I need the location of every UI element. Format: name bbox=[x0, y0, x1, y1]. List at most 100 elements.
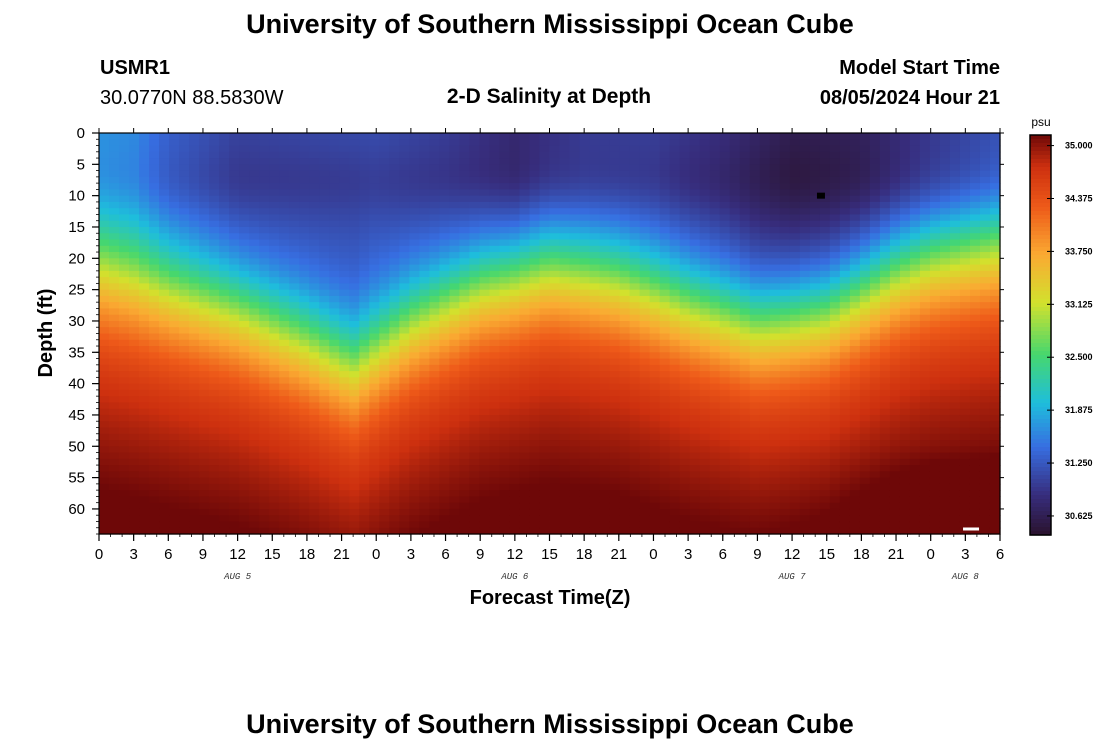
heatmap-cell bbox=[699, 358, 711, 366]
heatmap-cell bbox=[699, 339, 711, 347]
heatmap-cell bbox=[669, 245, 681, 253]
heatmap-cell bbox=[329, 333, 340, 341]
heatmap-cell bbox=[569, 346, 581, 353]
heatmap-cell bbox=[799, 283, 811, 291]
heatmap-cell bbox=[749, 277, 761, 284]
heatmap-cell bbox=[529, 508, 541, 516]
heatmap-cell bbox=[309, 158, 320, 165]
heatmap-cell bbox=[549, 414, 561, 422]
heatmap-cell bbox=[569, 433, 581, 441]
heatmap-cell bbox=[809, 133, 821, 140]
heatmap-cell bbox=[479, 164, 491, 172]
heatmap-cell bbox=[659, 421, 671, 429]
heatmap-cell bbox=[869, 433, 881, 441]
heatmap-cell bbox=[569, 239, 581, 247]
heatmap-cell bbox=[659, 490, 671, 498]
heatmap-cell bbox=[679, 151, 691, 159]
heatmap-cell bbox=[339, 352, 350, 360]
heatmap-cell bbox=[159, 364, 170, 372]
heatmap-cell bbox=[289, 302, 300, 310]
heatmap-cell bbox=[499, 214, 511, 222]
heatmap-cell bbox=[859, 377, 871, 385]
heatmap-cell bbox=[719, 396, 731, 404]
heatmap-cell bbox=[559, 151, 571, 159]
heatmap-cell bbox=[439, 289, 450, 297]
heatmap-cell bbox=[649, 383, 661, 391]
heatmap-cell bbox=[519, 245, 531, 253]
heatmap-cell bbox=[249, 414, 260, 422]
heatmap-cell bbox=[209, 195, 220, 203]
heatmap-cell bbox=[349, 421, 360, 429]
heatmap-cell bbox=[299, 527, 310, 535]
heatmap-cell bbox=[719, 377, 731, 385]
heatmap-cell bbox=[839, 483, 851, 491]
heatmap-cell bbox=[599, 314, 611, 322]
heatmap-cell bbox=[149, 346, 160, 353]
heatmap-cell bbox=[649, 490, 661, 498]
heatmap-cell bbox=[559, 220, 571, 228]
heatmap-cell bbox=[759, 277, 771, 284]
heatmap-cell bbox=[279, 145, 290, 153]
heatmap-cell bbox=[869, 295, 881, 303]
heatmap-cell bbox=[699, 208, 711, 216]
heatmap-cell bbox=[369, 508, 380, 516]
heatmap-cell bbox=[639, 414, 651, 422]
heatmap-cell bbox=[489, 396, 501, 404]
heatmap-cell bbox=[819, 320, 831, 328]
heatmap-cell bbox=[799, 145, 811, 153]
heatmap-cell bbox=[269, 483, 280, 491]
heatmap-cell bbox=[589, 364, 601, 372]
heatmap-cell bbox=[339, 295, 350, 303]
heatmap-cell bbox=[649, 515, 661, 523]
heatmap-cell bbox=[419, 320, 430, 328]
heatmap-cell bbox=[659, 327, 671, 335]
heatmap-cell bbox=[219, 176, 230, 184]
heatmap-cell bbox=[409, 421, 420, 429]
heatmap-cell bbox=[509, 308, 521, 316]
heatmap-cell bbox=[109, 145, 120, 153]
heatmap-cell bbox=[609, 133, 621, 140]
heatmap-cell bbox=[399, 270, 410, 278]
heatmap-cell bbox=[289, 527, 300, 535]
heatmap-cell bbox=[229, 414, 240, 422]
heatmap-cell bbox=[749, 189, 761, 197]
heatmap-cell bbox=[419, 527, 430, 535]
heatmap-cell bbox=[499, 170, 511, 178]
heatmap-cell bbox=[849, 258, 861, 266]
heatmap-cell bbox=[169, 164, 180, 172]
heatmap-cell bbox=[869, 515, 881, 523]
heatmap-cell bbox=[649, 201, 661, 209]
heatmap-cell bbox=[159, 465, 170, 472]
heatmap-cell bbox=[409, 508, 420, 516]
heatmap-cell bbox=[439, 189, 450, 197]
heatmap-cell bbox=[769, 308, 781, 316]
heatmap-cell bbox=[429, 183, 440, 190]
heatmap-cell bbox=[399, 477, 410, 485]
heatmap-cell bbox=[839, 233, 851, 241]
heatmap-cell bbox=[639, 145, 651, 153]
heatmap-cell bbox=[529, 226, 541, 234]
heatmap-cell bbox=[539, 214, 551, 222]
heatmap-cell bbox=[349, 477, 360, 485]
heatmap-cell bbox=[749, 446, 761, 454]
heatmap-cell bbox=[119, 414, 130, 422]
heatmap-cell bbox=[579, 226, 591, 234]
heatmap-cell bbox=[289, 364, 300, 372]
heatmap-cell bbox=[739, 214, 751, 222]
heatmap-cell bbox=[199, 277, 210, 284]
heatmap-cell bbox=[719, 195, 731, 203]
heatmap-cell bbox=[809, 458, 821, 466]
heatmap-cell bbox=[449, 195, 460, 203]
heatmap-cell bbox=[239, 440, 250, 447]
heatmap-cell bbox=[139, 145, 150, 153]
heatmap-cell bbox=[309, 220, 320, 228]
heatmap-cell bbox=[379, 440, 390, 447]
heatmap-cell bbox=[609, 521, 621, 529]
heatmap-cell bbox=[509, 527, 521, 535]
heatmap-cell bbox=[669, 208, 681, 216]
heatmap-cell bbox=[829, 170, 841, 178]
heatmap-cell bbox=[119, 283, 130, 291]
heatmap-cell bbox=[279, 258, 290, 266]
heatmap-cell bbox=[179, 346, 190, 353]
heatmap-cell bbox=[439, 527, 450, 535]
